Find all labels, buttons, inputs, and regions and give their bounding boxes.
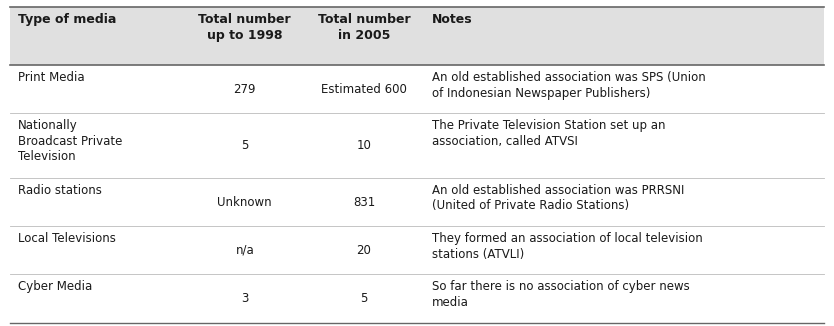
Text: Nationally
Broadcast Private
Television: Nationally Broadcast Private Television [18,119,123,163]
Text: 5: 5 [360,292,368,305]
Text: Notes: Notes [432,13,473,26]
Text: They formed an association of local television
stations (ATVLI): They formed an association of local tele… [432,232,703,260]
Text: 20: 20 [357,244,371,257]
Text: The Private Television Station set up an
association, called ATVSI: The Private Television Station set up an… [432,119,666,148]
Text: Cyber Media: Cyber Media [18,280,93,293]
Bar [10,7,824,65]
Text: 279: 279 [234,83,256,96]
Text: 5: 5 [241,139,249,152]
Text: n/a: n/a [235,244,254,257]
Text: An old established association was PRRSNI
(United of Private Radio Stations): An old established association was PRRSN… [432,184,685,212]
Text: 3: 3 [241,292,249,305]
Text: Estimated 600: Estimated 600 [321,83,407,96]
Text: So far there is no association of cyber news
media: So far there is no association of cyber … [432,280,690,309]
Text: 10: 10 [357,139,371,152]
Text: Type of media: Type of media [18,13,117,26]
Text: Print Media: Print Media [18,71,85,84]
Text: Total number
in 2005: Total number in 2005 [318,13,410,41]
Text: Radio stations: Radio stations [18,184,103,197]
Text: 831: 831 [353,196,375,209]
Text: Local Televisions: Local Televisions [18,232,116,245]
Text: Total number
up to 1998: Total number up to 1998 [198,13,291,41]
Text: An old established association was SPS (Union
of Indonesian Newspaper Publishers: An old established association was SPS (… [432,71,706,99]
Text: Unknown: Unknown [218,196,272,209]
